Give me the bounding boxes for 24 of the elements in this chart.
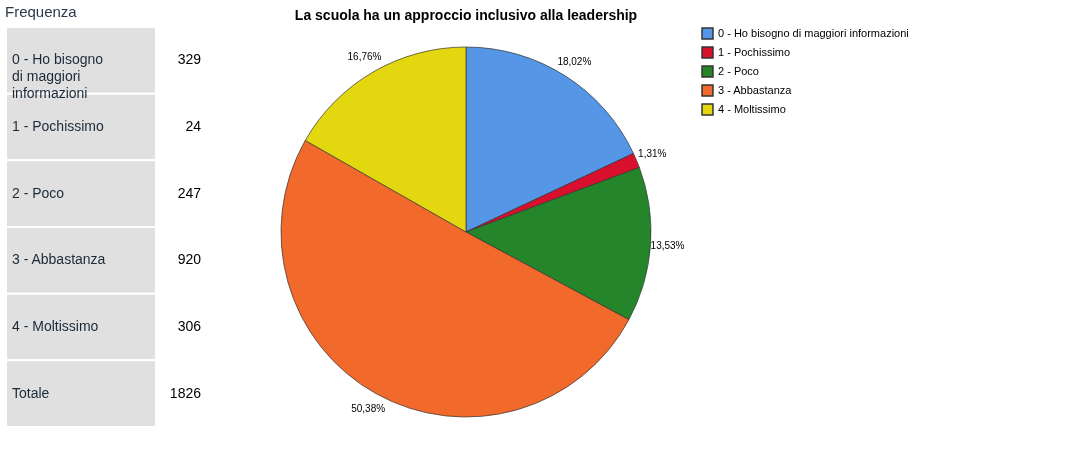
category-label: 2 - Poco xyxy=(12,184,65,201)
data-label: 1,31% xyxy=(638,147,667,159)
chart-title: La scuola ha un approccio inclusivo alla leadership xyxy=(294,7,638,23)
data-label: 50,38% xyxy=(351,402,386,414)
data-label: 13,53% xyxy=(650,239,685,251)
data-label: 306 xyxy=(177,318,202,334)
data-label: 1826 xyxy=(169,384,202,401)
category-label: 3 - Abbastanza xyxy=(12,251,106,268)
data-label: 247 xyxy=(177,184,202,201)
text: Frequenza xyxy=(5,3,78,20)
legend-label: 3 - Abbastanza xyxy=(718,83,793,96)
data-label: 920 xyxy=(177,251,202,268)
category-label: 1 - Pochissimo xyxy=(12,118,105,134)
legend-label: 4 - Moltissimo xyxy=(718,102,786,115)
category-label: 4 - Moltissimo xyxy=(12,318,99,334)
category-label: 0 - Ho bisogno di maggiori informazioni xyxy=(12,51,104,102)
data-label: 18,02% xyxy=(557,55,592,67)
data-label: 16,76% xyxy=(347,51,382,63)
legend-label: 2 - Poco xyxy=(718,64,759,77)
category-label: Totale xyxy=(12,384,50,401)
data-label: 329 xyxy=(177,51,202,68)
legend-label: 0 - Ho bisogno di maggiori informazioni xyxy=(718,26,909,39)
legend-label: 1 - Pochissimo xyxy=(718,45,791,58)
data-label: 24 xyxy=(185,118,202,134)
